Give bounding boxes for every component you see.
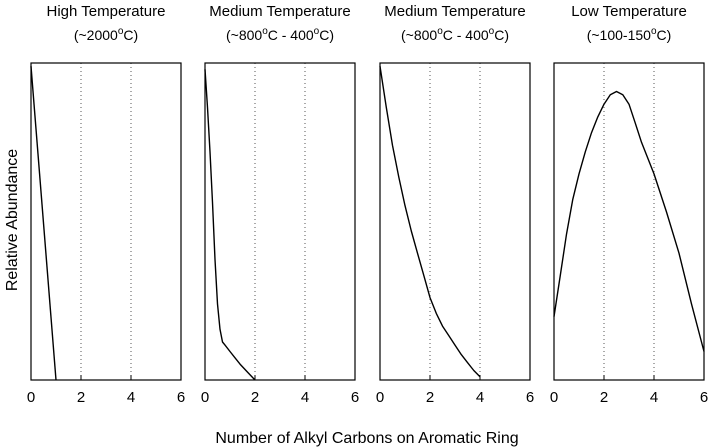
x-tick-label: 6 [177, 389, 185, 406]
subtitle-text: (~800 [226, 27, 262, 43]
x-tick-label: 4 [127, 389, 135, 406]
subtitle-text: (~2000 [74, 27, 118, 43]
x-tick-label: 2 [426, 389, 434, 406]
x-tick-label: 6 [351, 389, 359, 406]
panel-1: High Temperature (~2000oC) 0 2 4 6 [27, 3, 185, 406]
subtitle-text: C - 400 [268, 27, 314, 43]
x-tick-label: 0 [201, 389, 209, 406]
x-tick-label: 0 [376, 389, 384, 406]
panel-title: Low Temperature [571, 3, 687, 20]
degree-symbol: o [262, 26, 268, 37]
subtitle-text: (~800 [401, 27, 437, 43]
subtitle-text: C) [657, 27, 672, 43]
degree-symbol: o [118, 26, 124, 37]
series-line [379, 66, 481, 378]
series-line [553, 90, 705, 352]
panel-title: Medium Temperature [209, 3, 350, 20]
panel-subtitle: (~2000oC) [74, 26, 138, 43]
subtitle-text: C - 400 [443, 27, 489, 43]
panel-subtitle: (~800oC - 400oC) [401, 26, 509, 43]
panel-title: Medium Temperature [384, 3, 525, 20]
degree-symbol: o [314, 26, 320, 37]
y-axis-label: Relative Abundance [4, 149, 21, 291]
x-tick-label: 6 [700, 389, 708, 406]
plot-frame [553, 62, 705, 381]
x-tick-label: 2 [77, 389, 85, 406]
panel-3: Medium Temperature(~800oC - 400oC)0 2 4 6 [376, 3, 534, 406]
subtitle-text: C) [319, 27, 334, 43]
panel-title: High Temperature [47, 3, 166, 20]
x-tick-label: 2 [600, 389, 608, 406]
x-tick-label: 6 [526, 389, 534, 406]
panel-4: Low Temperature (~100-150oC) 0 2 4 6 [550, 3, 708, 406]
x-tick-label: 4 [301, 389, 309, 406]
x-tick-label: 2 [251, 389, 259, 406]
subtitle-text: C) [494, 27, 509, 43]
plot-frame [30, 62, 182, 381]
x-axis-label: Number of Alkyl Carbons on Aromatic Ring [215, 430, 518, 447]
series-line [30, 66, 57, 381]
plot-frame [379, 62, 531, 381]
panel-subtitle: (~800oC - 400oC) [226, 26, 334, 43]
x-tick-label: 4 [650, 389, 658, 406]
x-tick-label: 4 [476, 389, 484, 406]
subtitle-text: (~100-150 [587, 27, 651, 43]
degree-symbol: o [489, 26, 495, 37]
series-line [204, 69, 256, 381]
panel-2: Medium Temperature(~800oC - 400oC)0 2 4 6 [201, 3, 359, 406]
subtitle-text: C) [123, 27, 138, 43]
degree-symbol: o [651, 26, 657, 37]
x-tick-label: 0 [27, 389, 35, 406]
x-tick-label: 0 [550, 389, 558, 406]
plot-frame [204, 62, 356, 381]
degree-symbol: o [437, 26, 443, 37]
panel-subtitle: (~100-150oC) [587, 26, 672, 43]
